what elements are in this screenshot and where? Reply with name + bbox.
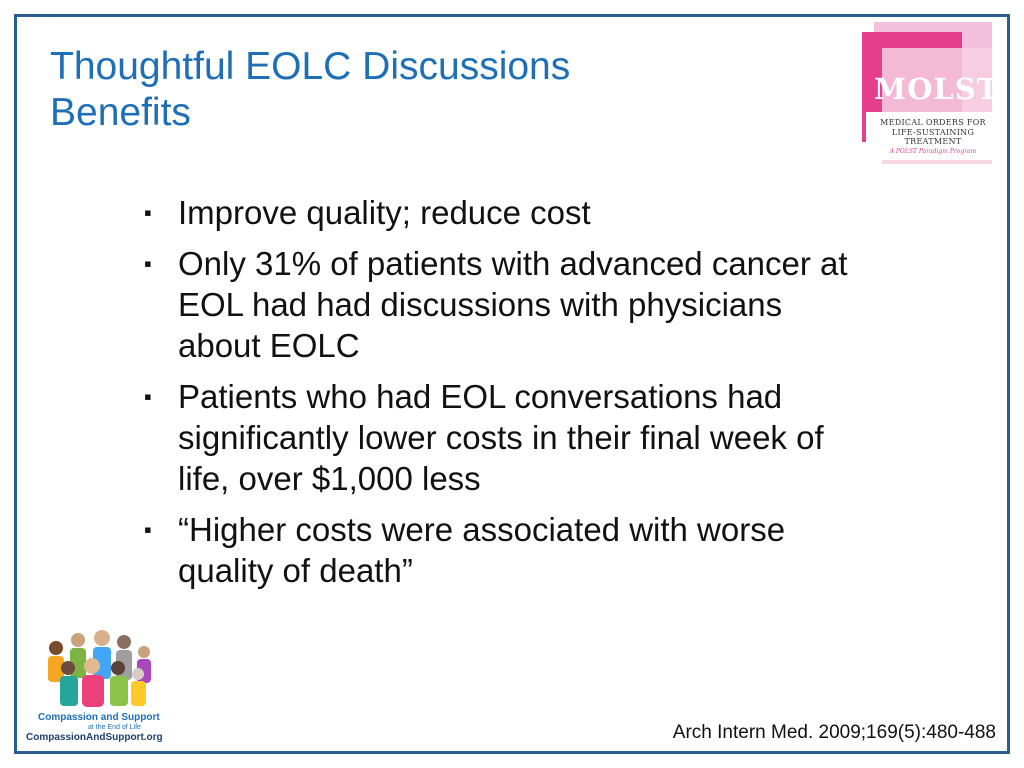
molst-subtitle-band: MEDICAL ORDERS FOR LIFE-SUSTAINING TREAT… — [866, 112, 1000, 160]
bullet-item: ▪ “Higher costs were associated with wors… — [140, 509, 860, 591]
bullet-text: Improve quality; reduce cost — [178, 194, 591, 231]
bullet-list: ▪ Improve quality; reduce cost ▪ Only 31% … — [140, 192, 860, 601]
compassion-logo: Compassion and Support at the End of Lif… — [26, 626, 176, 750]
bullet-text: Only 31% of patients with advanced cance… — [178, 245, 848, 364]
bullet-text: “Higher costs were associated with worse… — [178, 511, 786, 589]
molst-wordmark: MOLST — [874, 72, 1000, 106]
bullet-marker-icon: ▪ — [144, 200, 152, 225]
slide-border — [14, 14, 1010, 754]
bullet-item: ▪ Only 31% of patients with advanced canc… — [140, 243, 860, 366]
compassion-logo-url: CompassionAndSupport.org — [26, 732, 163, 743]
molst-subtitle-line-2: LIFE-SUSTAINING TREATMENT — [891, 128, 975, 146]
bullet-text: Patients who had EOL conversations had s… — [178, 378, 824, 497]
people-group-icon — [48, 630, 151, 707]
title-line-2: Benefits — [50, 91, 191, 134]
title-line-1: Thoughtful EOLC Discussions — [50, 45, 571, 88]
slide-title: Thoughtful EOLC Discussions Benefits — [50, 44, 570, 136]
bullet-item: ▪ Improve quality; reduce cost — [140, 192, 860, 233]
compassion-logo-line-2: at the End of Life — [88, 724, 141, 731]
compassion-logo-line-1: Compassion and Support — [38, 712, 160, 723]
citation: Arch Intern Med. 2009;169(5):480-488 — [672, 722, 996, 743]
bullet-item: ▪ Patients who had EOL conversations had … — [140, 376, 860, 499]
bullet-marker-icon: ▪ — [144, 384, 152, 409]
bullet-marker-icon: ▪ — [144, 251, 152, 276]
molst-subtitle-line-1: MEDICAL ORDERS FOR — [880, 118, 986, 127]
molst-tagline: A POLST Paradigm Program — [889, 148, 977, 155]
bullet-marker-icon: ▪ — [144, 517, 152, 542]
molst-logo: MOLST MEDICAL ORDERS FOR LIFE-SUSTAINING… — [862, 22, 1002, 164]
